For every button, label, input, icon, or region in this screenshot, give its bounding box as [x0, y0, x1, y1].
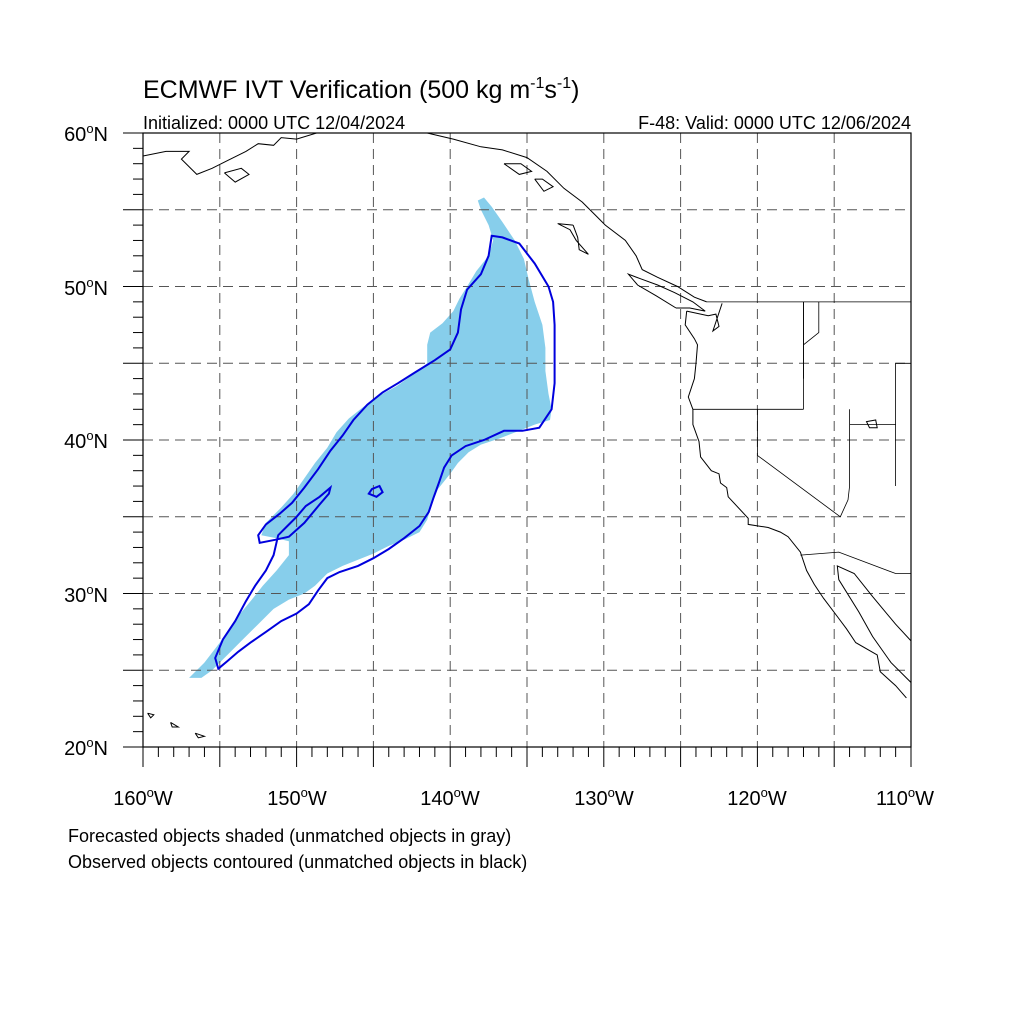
coastline-segment — [626, 273, 706, 312]
state-border-segment — [800, 551, 911, 574]
lat-label-20: 20oN — [64, 735, 108, 760]
initialized-label: Initialized: 0000 UTC 12/04/2024 — [143, 113, 405, 133]
coastline-segment — [224, 167, 250, 183]
state-border-segment — [839, 485, 850, 517]
lon-label-120: 120oW — [727, 785, 787, 810]
coastline-segment — [684, 311, 907, 699]
latitude-labels: 60oN 50oN 40oN 30oN 20oN — [64, 121, 108, 760]
lat-label-50: 50oN — [64, 275, 108, 300]
map-area — [143, 133, 911, 747]
lon-label-130: 130oW — [574, 785, 634, 810]
observed-object-contour-small — [367, 484, 384, 498]
coastlines — [143, 133, 911, 747]
footnote-observed: Observed objects contoured (unmatched ob… — [68, 852, 528, 872]
coastline-segment — [194, 732, 207, 739]
state-borders — [692, 301, 911, 574]
state-border-segment — [849, 363, 896, 425]
lat-label-30: 30oN — [64, 582, 108, 607]
coastline-segment — [205, 746, 208, 747]
graticule — [143, 133, 911, 747]
lon-label-140: 140oW — [420, 785, 480, 810]
coastline-segment — [557, 223, 589, 255]
coastline-segment — [143, 133, 317, 175]
coastline-segment — [534, 178, 555, 192]
lon-label-110: 110oW — [876, 785, 934, 810]
forecast-object-shaded — [189, 197, 552, 678]
coastline-segment — [170, 721, 181, 728]
coastline-segment — [427, 133, 707, 303]
coastline-segment — [686, 303, 723, 333]
longitude-labels: 160oW 150oW 140oW 130oW 120oW 110oW — [113, 785, 934, 810]
coastline-segment — [147, 712, 155, 719]
valid-label: F-48: Valid: 0000 UTC 12/06/2024 — [638, 113, 911, 133]
state-border-segment — [803, 301, 820, 346]
lon-label-150: 150oW — [267, 785, 327, 810]
footnote-forecast: Forecasted objects shaded (unmatched obj… — [68, 826, 512, 846]
lon-label-160: 160oW — [113, 785, 173, 810]
axis-ticks — [123, 132, 912, 767]
coastline-segment — [836, 565, 911, 683]
state-border-segment — [757, 409, 841, 518]
coastline-segment — [503, 163, 533, 175]
lat-label-40: 40oN — [64, 428, 108, 453]
observed-object-contour — [214, 234, 556, 671]
lake-outline — [865, 419, 878, 429]
map-title: ECMWF IVT Verification (500 kg m-1s-1) — [143, 75, 579, 104]
lat-label-60: 60oN — [64, 121, 108, 146]
